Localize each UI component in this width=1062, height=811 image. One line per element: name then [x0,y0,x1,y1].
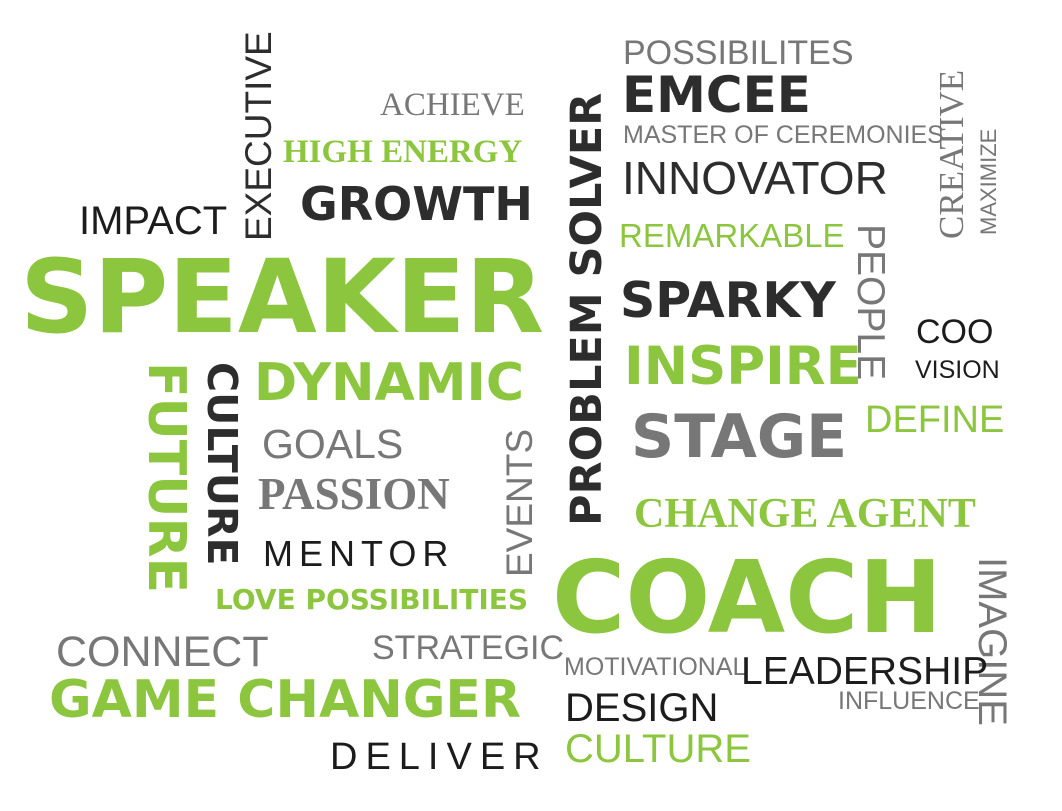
word-game-changer: GAME CHANGER [49,670,521,730]
word-remarkable: REMARKABLE [619,217,845,254]
word-goals: GOALS [262,421,404,467]
word-mentor: MENTOR [263,533,455,574]
word-connect: CONNECT [56,628,269,676]
word-define: DEFINE [865,399,1005,441]
word-deliver: DELIVER [330,736,549,778]
word-speaker: SPEAKER [20,238,545,357]
word-dynamic: DYNAMIC [254,353,525,413]
word-possibilites: POSSIBILITES [623,34,854,72]
word-influence: INFLUENCE [838,687,980,715]
word-impact: IMPACT [79,199,228,243]
word-culture-vertical: CULTURE [198,362,246,566]
word-motivational: MOTIVATIONAL [564,653,747,681]
word-leadership: LEADERSHIP [741,650,989,693]
word-coach: COACH [552,539,943,656]
word-problem-solver: PROBLEM SOLVER [562,92,612,526]
word-love-possibilities: LOVE POSSIBILITIES [215,583,529,616]
word-design: DESIGN [565,686,719,730]
word-high-energy: HIGH ENERGY [283,134,523,170]
word-sparky: SPARKY [620,272,836,329]
word-change-agent: CHANGE AGENT [634,491,976,537]
word-strategic: STRATEGIC [372,629,565,667]
word-achieve: ACHIEVE [380,87,525,123]
word-emcee: EMCEE [622,66,811,124]
word-growth: GROWTH [300,177,533,231]
word-future: FUTURE [136,362,196,594]
word-culture-bottom: CULTURE [565,727,751,771]
word-stage: STAGE [631,402,848,472]
word-coo: COO [916,313,994,351]
word-events: EVENTS [499,428,540,577]
word-vision: VISION [915,356,1000,384]
word-maximize: MAXIMIZE [976,128,1001,235]
word-inspire: INSPIRE [624,336,862,397]
word-executive: EXECUTIVE [238,31,279,241]
word-passion: PASSION [258,469,450,519]
word-creative: CREATIVE [932,69,971,239]
word-innovator: INNOVATOR [622,152,888,204]
word-master-of-ceremonies: MASTER OF CEREMONIES [623,121,944,149]
